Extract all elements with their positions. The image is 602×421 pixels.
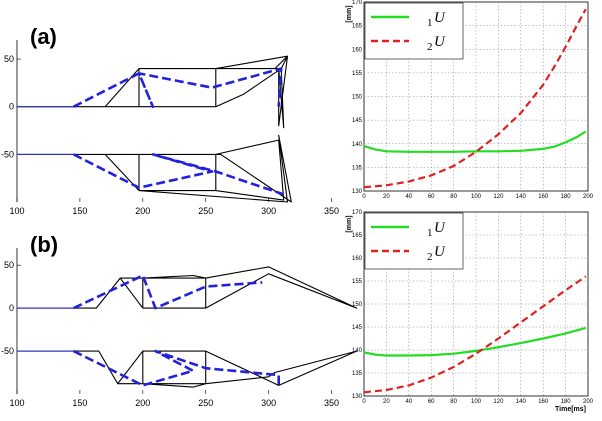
mechanism-chart-a: 100 150 200 250 300 350 50 0 -50 bbox=[1, 40, 339, 216]
legend-label-b-1: U bbox=[434, 244, 446, 260]
x-tick-label-a-1: 150 bbox=[72, 206, 87, 216]
y-tick-label-b-1: 0 bbox=[9, 303, 14, 313]
x-tick-label-b-0: 100 bbox=[9, 398, 24, 408]
x-tick-label-a-0: 0 bbox=[362, 194, 366, 200]
mechanism-link-b-4 bbox=[73, 274, 263, 310]
y-tick-label-a-2: 140 bbox=[352, 142, 363, 148]
x-tick-label-a-4: 80 bbox=[450, 194, 457, 200]
y-tick-label-a-1: 0 bbox=[9, 102, 14, 112]
x-tick-label-a-4: 300 bbox=[261, 206, 276, 216]
series-line-a-0 bbox=[363, 130, 587, 153]
mechanism-link-a-5 bbox=[73, 153, 285, 196]
y-tick-label-a-0: 130 bbox=[352, 189, 363, 195]
y-tick-label-a-6: 160 bbox=[352, 47, 363, 53]
timeseries-chart-b: 0 20 40 60 80 100 120 140 160 180 200 130 135 140 145 1… bbox=[346, 210, 594, 413]
x-tick-label-a-6: 120 bbox=[493, 194, 504, 200]
y-tick-label-b-3: 145 bbox=[352, 325, 363, 331]
x-tick-label-a-1: 20 bbox=[383, 194, 390, 200]
y-tick-label-a-2: -50 bbox=[1, 149, 14, 159]
y-tick-label-a-8: 170 bbox=[352, 0, 363, 6]
y-tick-label-b-7: 165 bbox=[352, 233, 363, 239]
y-tick-label-a-5: 155 bbox=[352, 71, 363, 77]
x-tick-label-b-1: 150 bbox=[72, 398, 87, 408]
x-tick-label-b-5: 350 bbox=[324, 398, 339, 408]
x-tick-label-b-9: 180 bbox=[561, 399, 572, 405]
legend-sub-a-1: 2 bbox=[427, 41, 433, 53]
x-tick-label-a-5: 100 bbox=[471, 194, 482, 200]
x-tick-label-a-5: 350 bbox=[324, 206, 339, 216]
x-tick-label-b-4: 300 bbox=[261, 398, 276, 408]
legend-label-a-0: U bbox=[434, 10, 446, 26]
x-tick-label-b-8: 160 bbox=[538, 399, 549, 405]
y-tick-label-a-7: 165 bbox=[352, 24, 363, 30]
x-tick-label-a-0: 100 bbox=[9, 206, 24, 216]
y-tick-label-b-1: 135 bbox=[352, 371, 363, 377]
x-tick-label-a-2: 200 bbox=[135, 206, 150, 216]
y-tick-label-a-3: 145 bbox=[352, 118, 363, 124]
x-tick-label-b-4: 80 bbox=[450, 399, 457, 405]
x-tick-label-a-2: 40 bbox=[405, 194, 412, 200]
panel-label-b: (b) bbox=[30, 232, 58, 257]
legend-label-a-1: U bbox=[434, 34, 446, 50]
y-tick-label-b-6: 160 bbox=[352, 256, 363, 262]
x-tick-label-b-6: 120 bbox=[493, 399, 504, 405]
x-tick-label-b-2: 200 bbox=[135, 398, 150, 408]
timeseries-chart-a: 0 20 40 60 80 100 120 140 160 180 200 130 135 140 145 1… bbox=[346, 0, 594, 200]
x-tick-label-b-5: 100 bbox=[471, 399, 482, 405]
x-axis-label-b: Time[ms] bbox=[555, 406, 586, 413]
x-tick-label-a-7: 140 bbox=[516, 194, 527, 200]
legend-box-b bbox=[364, 212, 464, 270]
x-tick-label-b-7: 140 bbox=[516, 399, 527, 405]
legend-b: 1 U2 U bbox=[364, 212, 464, 270]
y-tick-label-b-5: 155 bbox=[352, 279, 363, 285]
legend-a: 1 U2 U bbox=[364, 2, 464, 60]
series-line-a-1 bbox=[363, 8, 587, 189]
legend-label-b-0: U bbox=[434, 220, 446, 236]
y-tick-label-b-0: 130 bbox=[352, 394, 363, 400]
mechanism-link-b-5 bbox=[73, 349, 281, 387]
y-tick-label-b-4: 150 bbox=[352, 302, 363, 308]
legend-box-a bbox=[364, 2, 464, 60]
x-tick-label-b-10: 200 bbox=[583, 399, 594, 405]
series-line-b-1 bbox=[363, 275, 587, 394]
mechanism-link-a-1 bbox=[17, 134, 292, 203]
y-tick-label-b-8: 170 bbox=[352, 210, 363, 216]
mechanism-link-b-1 bbox=[17, 350, 358, 388]
x-tick-label-b-3: 60 bbox=[428, 399, 435, 405]
x-tick-label-b-3: 250 bbox=[198, 398, 213, 408]
legend-sub-b-1: 2 bbox=[427, 251, 433, 263]
x-tick-label-a-3: 250 bbox=[198, 206, 213, 216]
x-tick-label-a-9: 180 bbox=[561, 194, 572, 200]
mechanism-chart-b: 100 150 200 250 300 350 50 0 -50 bbox=[1, 248, 358, 408]
y-tick-label-b-0: 50 bbox=[4, 260, 14, 270]
y-axis-label-a: [mm] bbox=[346, 5, 353, 22]
panel-label-a: (a) bbox=[30, 24, 57, 49]
x-tick-label-a-8: 160 bbox=[538, 194, 549, 200]
x-tick-label-b-1: 20 bbox=[383, 399, 390, 405]
y-tick-label-a-4: 150 bbox=[352, 95, 363, 101]
x-tick-label-a-3: 60 bbox=[428, 194, 435, 200]
legend-sub-a-0: 1 bbox=[427, 17, 433, 29]
mechanism-link-b-0 bbox=[17, 266, 358, 309]
y-tick-label-a-1: 135 bbox=[352, 165, 363, 171]
x-tick-label-b-0: 0 bbox=[362, 399, 366, 405]
y-tick-label-b-2: -50 bbox=[1, 346, 14, 356]
y-axis-label-b: [mm] bbox=[346, 215, 353, 232]
y-tick-label-b-2: 140 bbox=[352, 348, 363, 354]
y-tick-label-a-0: 50 bbox=[4, 54, 14, 64]
series-line-b-0 bbox=[363, 326, 587, 357]
legend-sub-b-0: 1 bbox=[427, 227, 433, 239]
mechanism-link-a-0 bbox=[17, 55, 289, 129]
x-tick-label-a-10: 200 bbox=[583, 194, 594, 200]
mechanism-link-a-4 bbox=[73, 67, 283, 108]
x-tick-label-b-2: 40 bbox=[405, 399, 412, 405]
